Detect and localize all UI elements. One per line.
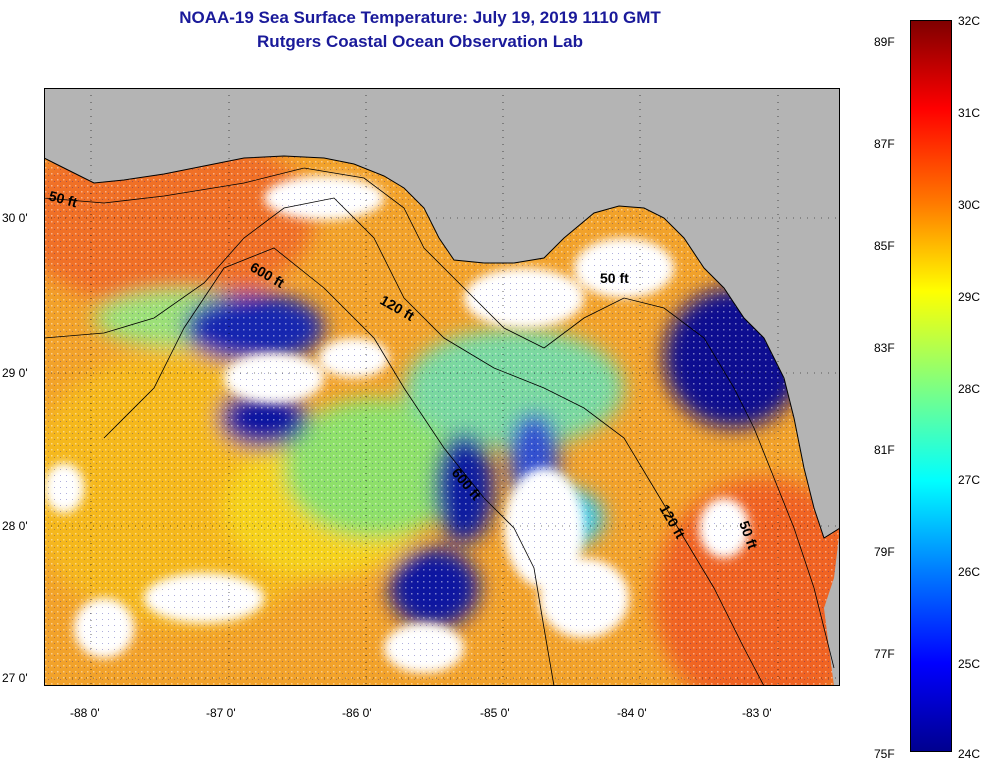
colorbar-gradient (911, 21, 951, 751)
map-subtitle: Rutgers Coastal Ocean Observation Lab (257, 32, 583, 51)
temperature-colorbar (910, 20, 952, 752)
lon-tick-label: -83 0' (742, 706, 772, 720)
coastline (44, 155, 840, 539)
lon-tick-label: -87 0' (206, 706, 236, 720)
contour-120ft (44, 197, 765, 686)
lon-tick-label: -86 0' (342, 706, 372, 720)
lat-tick-label: 30 0' (2, 211, 28, 225)
colorbar-celsius-label: 26C (958, 565, 981, 579)
lon-tick-label: -85 0' (480, 706, 510, 720)
colorbar-fahrenheit-label: 89F (874, 35, 895, 49)
map-title: NOAA-19 Sea Surface Temperature: July 19… (179, 8, 661, 27)
colorbar-fahrenheit-label: 83F (874, 341, 895, 355)
lon-tick-label: -84 0' (617, 706, 647, 720)
colorbar-celsius-label: 29C (958, 290, 981, 304)
colorbar-celsius-label: 25C (958, 657, 981, 671)
colorbar-fahrenheit-label: 87F (874, 137, 895, 151)
sst-map: 50 ft 600 ft 120 ft 50 ft 600 ft 120 ft … (44, 88, 840, 686)
colorbar-fahrenheit-label: 85F (874, 239, 895, 253)
colorbar-celsius-label: 30C (958, 198, 981, 212)
contour-50ft (44, 167, 835, 669)
colorbar-fahrenheit-label: 79F (874, 545, 895, 559)
lat-tick-label: 27 0' (2, 671, 28, 685)
colorbar-celsius-label: 24C (958, 747, 981, 761)
depth-label: 50 ft (600, 270, 629, 286)
colorbar-celsius-label: 28C (958, 382, 981, 396)
colorbar-fahrenheit-label: 75F (874, 747, 895, 761)
lat-tick-label: 29 0' (2, 366, 28, 380)
lat-tick-label: 28 0' (2, 519, 28, 533)
land-panhandle (44, 88, 840, 538)
contour-600ft (103, 247, 555, 686)
lon-tick-label: -88 0' (70, 706, 100, 720)
colorbar-fahrenheit-label: 77F (874, 647, 895, 661)
colorbar-fahrenheit-label: 81F (874, 443, 895, 457)
map-border (44, 88, 840, 686)
colorbar-celsius-label: 27C (958, 473, 981, 487)
depth-label: 50 ft (47, 187, 79, 210)
colorbar-celsius-label: 32C (958, 14, 981, 28)
colorbar-celsius-label: 31C (958, 106, 981, 120)
land-peninsula (824, 528, 840, 686)
